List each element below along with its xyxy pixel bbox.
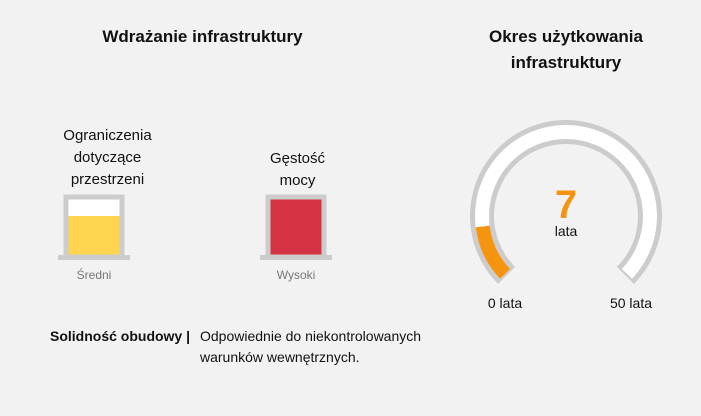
label-line: dotyczące <box>73 149 142 166</box>
enclosure-label: Solidność obudowy | <box>50 328 191 344</box>
gauge-track <box>470 120 662 284</box>
title-line: infrastruktury <box>510 53 622 72</box>
lifetime-title: Okres użytkowania infrastruktury <box>460 24 672 76</box>
enclosure-description: Odpowiednie do niekontrolowanych warunkó… <box>200 326 520 368</box>
space-constraints-meter: Ograniczenia dotyczące przestrzeni <box>30 125 185 191</box>
gauge-unit: lata <box>554 223 578 239</box>
meter-base <box>58 255 130 260</box>
description-line: Odpowiednie do niekontrolowanych <box>200 328 422 344</box>
title-line: Okres użytkowania <box>488 27 643 46</box>
power-density-meter: Gęstość mocy <box>220 148 375 192</box>
gauge-fill <box>475 225 511 279</box>
power-density-level: Wysoki <box>276 268 316 282</box>
gauge-value: 7 <box>554 183 578 227</box>
space-constraints-level: Średni <box>76 268 112 282</box>
label-line: Gęstość <box>269 150 326 167</box>
label-line: Ograniczenia <box>63 127 152 144</box>
space-constraints-gauge <box>58 194 130 260</box>
label-line: mocy <box>279 172 316 189</box>
description-line: warunków wewnętrznych. <box>200 349 360 365</box>
gauge-min-label: 0 lata <box>487 295 523 311</box>
meter-base <box>260 255 332 260</box>
power-density-label: Gęstość mocy <box>220 148 375 192</box>
meter-fill <box>68 216 120 255</box>
deployment-title: Wdrażanie infrastruktury <box>102 27 303 46</box>
meter-fill <box>270 199 322 255</box>
label-line: przestrzeni <box>70 171 145 188</box>
lifetime-gauge <box>470 120 662 284</box>
space-constraints-label: Ograniczenia dotyczące przestrzeni <box>30 125 185 191</box>
gauge-max-label: 50 lata <box>609 295 653 311</box>
power-density-gauge <box>260 194 332 260</box>
